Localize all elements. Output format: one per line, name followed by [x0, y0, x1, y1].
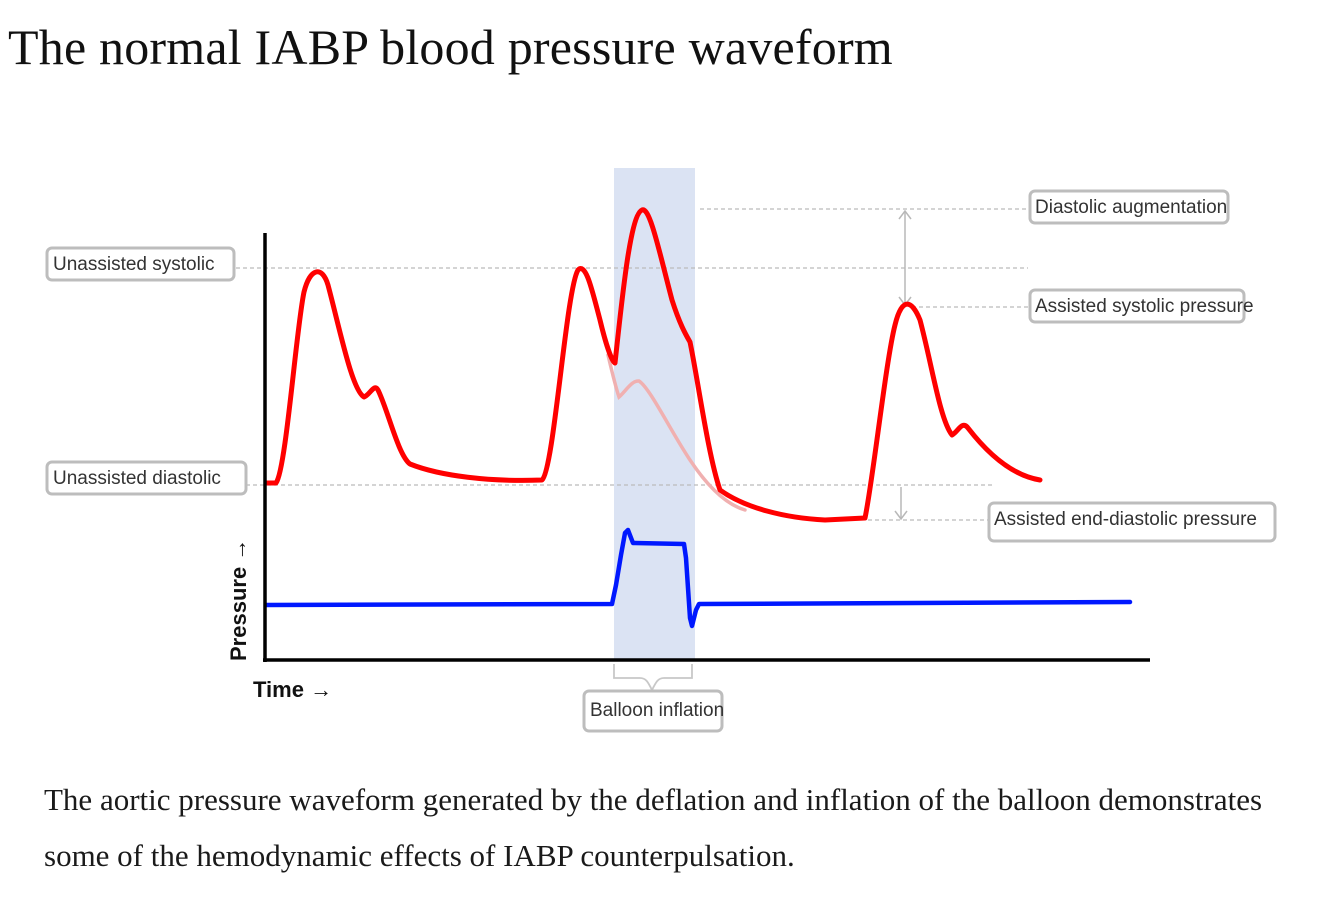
svg-text:Unassisted systolic: Unassisted systolic [53, 254, 215, 275]
svg-text:Diastolic augmentation: Diastolic augmentation [1035, 197, 1227, 218]
svg-text:Unassisted diastolic: Unassisted diastolic [53, 468, 221, 489]
x-axis-label: Time → [253, 677, 332, 702]
svg-text:Assisted systolic pressure: Assisted systolic pressure [1035, 296, 1254, 317]
label-assisted-systolic: Assisted systolic pressure [1028, 288, 1254, 324]
augmentation-arrow [898, 209, 912, 307]
label-unassisted-systolic: Unassisted systolic [45, 246, 236, 282]
balloon-pressure-wave [263, 527, 1133, 629]
label-balloon-inflation: Balloon inflation [582, 689, 724, 733]
balloon-inflation-bracket [613, 664, 693, 693]
unassisted-pressure-wave [606, 353, 747, 512]
end-diastolic-arrow [894, 487, 908, 521]
guide-lines [236, 208, 1030, 521]
svg-text:Balloon inflation: Balloon inflation [590, 700, 724, 721]
label-diastolic-augmentation: Diastolic augmentation [1028, 189, 1230, 225]
page-title: The normal IABP blood pressure waveform [8, 19, 893, 75]
y-axis-label: Pressure → [226, 539, 251, 661]
arterial-pressure-wave [263, 207, 1043, 523]
figure-caption: The aortic pressure waveform generated b… [44, 782, 1263, 873]
label-assisted-end-diastolic: Assisted end-diastolic pressure [987, 501, 1277, 543]
label-unassisted-diastolic: Unassisted diastolic [45, 460, 248, 496]
svg-text:Assisted end-diastolic pressur: Assisted end-diastolic pressure [994, 509, 1257, 530]
